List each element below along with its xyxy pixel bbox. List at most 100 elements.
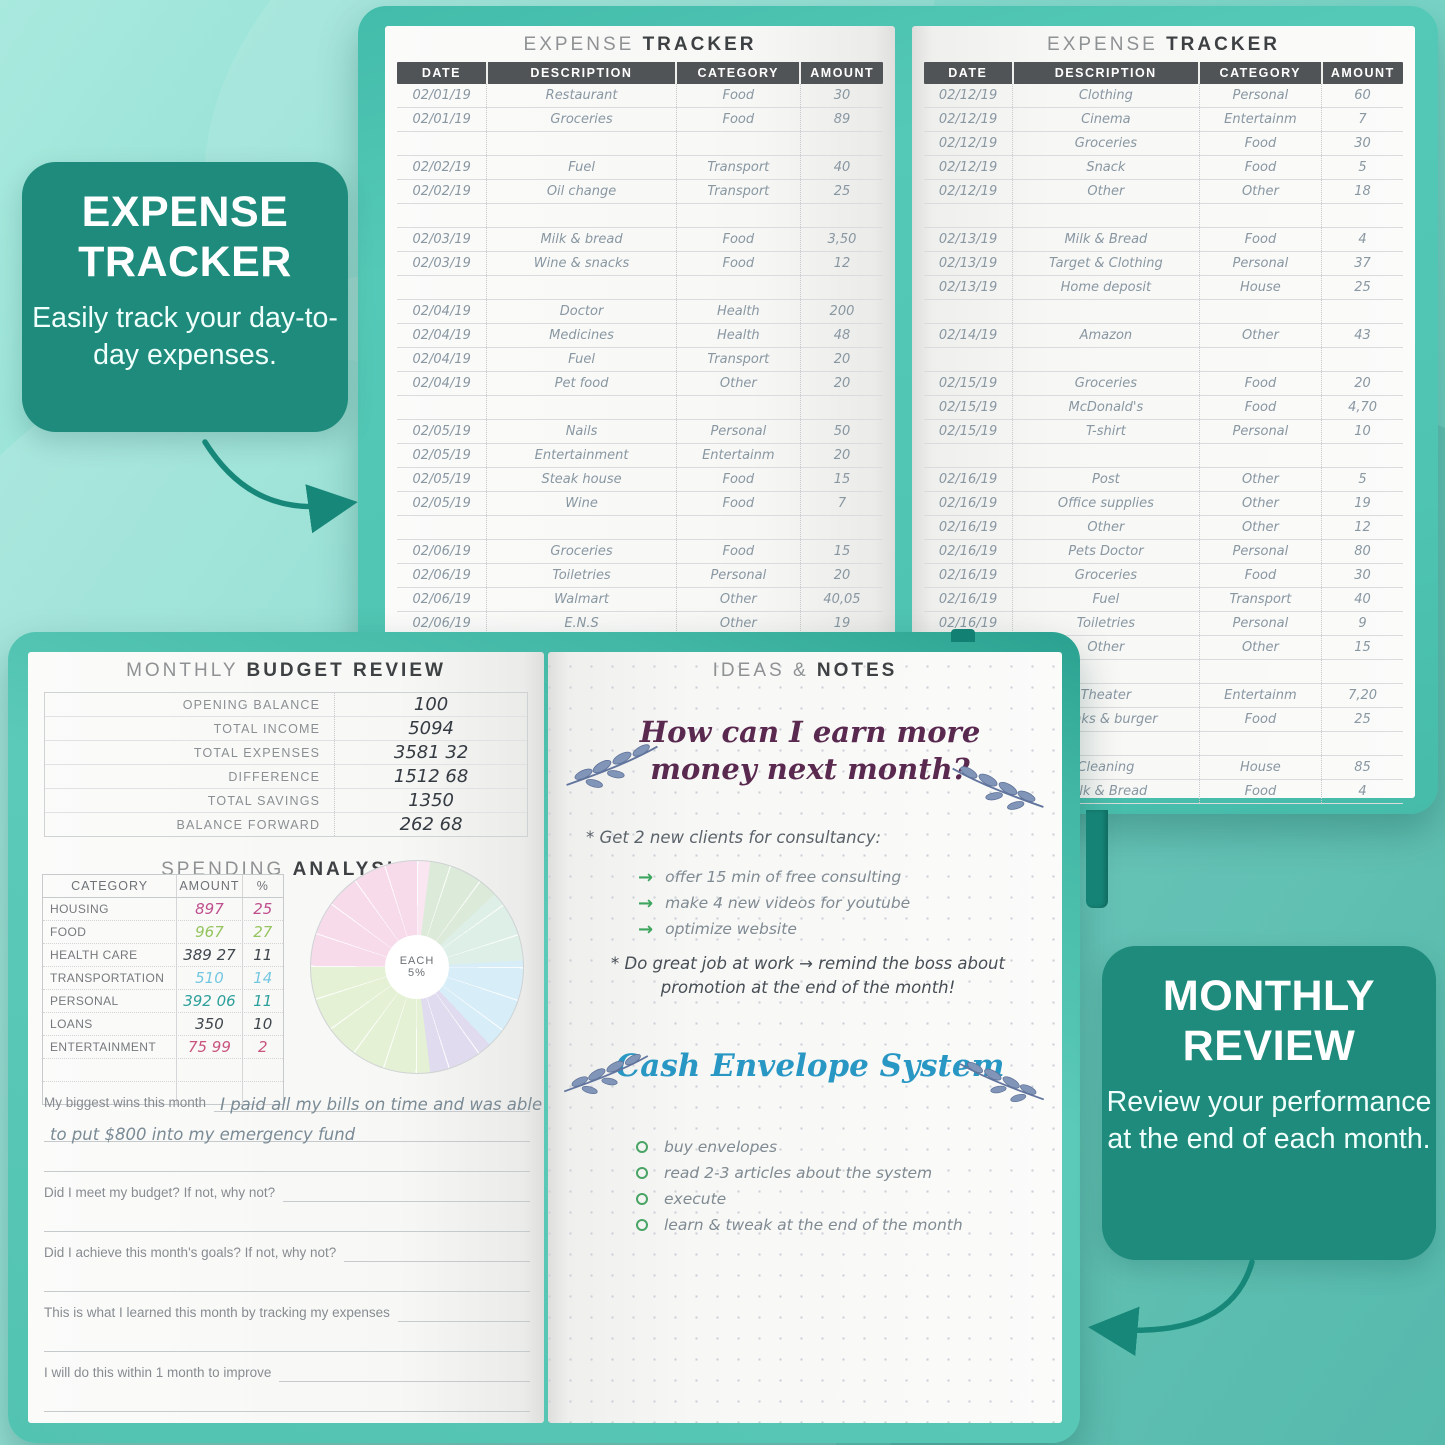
budget-review-table: OPENING BALANCE 100 TOTAL INCOME 5094 TO… xyxy=(44,692,528,837)
table-row: 02/03/19 Wine & snacks Food 12 xyxy=(397,252,883,276)
analysis-row: LOANS 350 10 xyxy=(43,1013,283,1036)
table-row: 02/01/19 Groceries Food 89 xyxy=(397,108,883,132)
budget-review-row: BALANCE FORWARD 262 68 xyxy=(45,812,527,836)
list-item: learn & tweak at the end of the month xyxy=(636,1212,963,1238)
write-in-line xyxy=(44,1381,530,1412)
analysis-row: ENTERTAINMENT 75 99 2 xyxy=(43,1036,283,1059)
table-row: 02/02/19 Fuel Transport 40 xyxy=(397,156,883,180)
table-row: 02/15/19 Groceries Food 20 xyxy=(924,372,1403,396)
table-row: 02/16/19 Toiletries Personal 9 xyxy=(924,612,1403,636)
prompt-row: My biggest wins this month I paid all my… xyxy=(44,1082,542,1114)
page-title: IDEAS & NOTES xyxy=(712,660,898,681)
write-in-line xyxy=(344,1231,530,1262)
page-title: MONTHLY BUDGET REVIEW xyxy=(126,660,446,681)
table-row: 02/13/19 Home deposit House 25 xyxy=(924,276,1403,300)
script-heading-earn-money: How can I earn more money next month? xyxy=(639,715,981,786)
prompt-row xyxy=(44,1262,530,1292)
list-item: buy envelopes xyxy=(636,1134,963,1160)
page-title: EXPENSE TRACKER xyxy=(1047,34,1280,55)
elastic-band-tab xyxy=(951,629,975,642)
write-in-line xyxy=(44,1261,530,1292)
table-row: Theater Entertainm 7,20 xyxy=(924,684,1403,708)
list-item: → optimize website xyxy=(638,918,797,940)
write-in-line: to put $800 into my emergency fund xyxy=(44,1111,530,1144)
analysis-row: HEALTH CARE 389 27 11 xyxy=(43,944,283,967)
budget-review-row: TOTAL SAVINGS 1350 xyxy=(45,788,527,812)
write-in-line xyxy=(44,1321,530,1352)
table-row: 02/16/19 Other Other 12 xyxy=(924,516,1403,540)
table-row: Milk & Bread Food 4 xyxy=(924,780,1403,804)
table-row: 02/16/19 Fuel Transport 40 xyxy=(924,588,1403,612)
table-row xyxy=(397,204,883,228)
write-in-line xyxy=(397,1291,530,1322)
table-row: 02/13/19 Target & Clothing Personal 37 xyxy=(924,252,1403,276)
table-row: 02/05/19 Nails Personal 50 xyxy=(397,420,883,444)
table-header: DATE DESCRIPTION CATEGORY AMOUNT xyxy=(924,62,1403,84)
table-row: 02/16/19 Post Other 5 xyxy=(924,468,1403,492)
table-row: 02/02/19 Oil change Transport 25 xyxy=(397,180,883,204)
green-circle-bullet-icon xyxy=(636,1167,648,1179)
table-row: 02/12/19 Cinema Entertainm 7 xyxy=(924,108,1403,132)
write-in-line xyxy=(44,1141,530,1172)
expense-tracker-callout: EXPENSE TRACKER Easily track your day-to… xyxy=(22,162,348,432)
elastic-band xyxy=(1086,810,1108,908)
curved-arrow-icon xyxy=(202,439,358,534)
table-row: 02/05/19 Wine Food 7 xyxy=(397,492,883,516)
prompt-row: This is what I learned this month by tra… xyxy=(44,1292,530,1322)
table-row: 02/04/19 Fuel Transport 20 xyxy=(397,348,883,372)
prompt-row: to put $800 into my emergency fund xyxy=(44,1111,530,1144)
goal-promotion-note: * Do great job at work → remind the boss… xyxy=(611,954,1005,997)
analysis-header: CATEGORY AMOUNT % xyxy=(43,875,283,898)
table-row: 02/01/19 Restaurant Food 30 xyxy=(397,84,883,108)
table-row: 02/03/19 Milk & bread Food 3,50 xyxy=(397,228,883,252)
consultancy-action-list: → offer 15 min of free consulting → make… xyxy=(638,864,910,942)
prompt-row xyxy=(44,1202,530,1232)
monthly-review-notebook: MONTHLY BUDGET REVIEW OPENING BALANCE 10… xyxy=(8,632,1080,1443)
table-row xyxy=(924,300,1403,324)
goal-consultancy-note: * Get 2 new clients for consultancy: xyxy=(586,828,882,847)
table-row xyxy=(397,396,883,420)
table-row: 02/15/19 McDonald's Food 4,70 xyxy=(924,396,1403,420)
spending-analysis-block: CATEGORY AMOUNT % HOUSING 897 25 xyxy=(42,860,530,1105)
ideas-notes-page: IDEAS & NOTES How can I earn more money … xyxy=(548,652,1062,1423)
callout-title: EXPENSE TRACKER xyxy=(78,188,292,286)
green-circle-bullet-icon xyxy=(636,1141,648,1153)
table-row: 02/15/19 T-shirt Personal 10 xyxy=(924,420,1403,444)
table-row: 02/12/19 Other Other 18 xyxy=(924,180,1403,204)
analysis-row: FOOD 967 27 xyxy=(43,921,283,944)
green-arrow-icon: → xyxy=(638,918,654,940)
analysis-row xyxy=(43,1059,283,1082)
callout-title: MONTHLY REVIEW xyxy=(1162,972,1376,1070)
curved-arrow-icon xyxy=(1088,1259,1255,1356)
table-row: 02/12/19 Snack Food 5 xyxy=(924,156,1403,180)
budget-review-row: TOTAL EXPENSES 3581 32 xyxy=(45,740,527,764)
prompt-row: Did I meet my budget? If not, why not? xyxy=(44,1172,530,1202)
green-circle-bullet-icon xyxy=(636,1193,648,1205)
table-row: 02/04/19 Doctor Health 200 xyxy=(397,300,883,324)
write-in-line xyxy=(44,1201,530,1232)
list-item: → offer 15 min of free consulting xyxy=(638,866,902,888)
prompt-row xyxy=(44,1142,530,1172)
budget-review-row: OPENING BALANCE 100 xyxy=(45,693,527,716)
table-row xyxy=(397,276,883,300)
table-row: 02/06/19 Toiletries Personal 20 xyxy=(397,564,883,588)
list-item: → make 4 new videos for youtube xyxy=(638,892,911,914)
table-row xyxy=(397,132,883,156)
table-row: 02/04/19 Pet food Other 20 xyxy=(397,372,883,396)
table-row: Cleaning House 85 xyxy=(924,756,1403,780)
analysis-row xyxy=(43,1082,283,1104)
prompt-row xyxy=(44,1382,530,1412)
leaf-branch-icon xyxy=(563,1053,649,1095)
analysis-row: HOUSING 897 25 xyxy=(43,898,283,921)
green-arrow-icon: → xyxy=(638,866,654,888)
budget-review-row: DIFFERENCE 1512 68 xyxy=(45,764,527,788)
green-circle-bullet-icon xyxy=(636,1219,648,1231)
list-item: execute xyxy=(636,1186,963,1212)
table-row: 02/04/19 Medicines Health 48 xyxy=(397,324,883,348)
list-item: read 2-3 articles about the system xyxy=(636,1160,963,1186)
prompt-row: I will do this within 1 month to improve xyxy=(44,1352,530,1382)
write-in-line xyxy=(283,1171,530,1202)
spending-pie-chart: EACH 5% xyxy=(310,860,524,1074)
budget-review-row: TOTAL INCOME 5094 xyxy=(45,716,527,740)
